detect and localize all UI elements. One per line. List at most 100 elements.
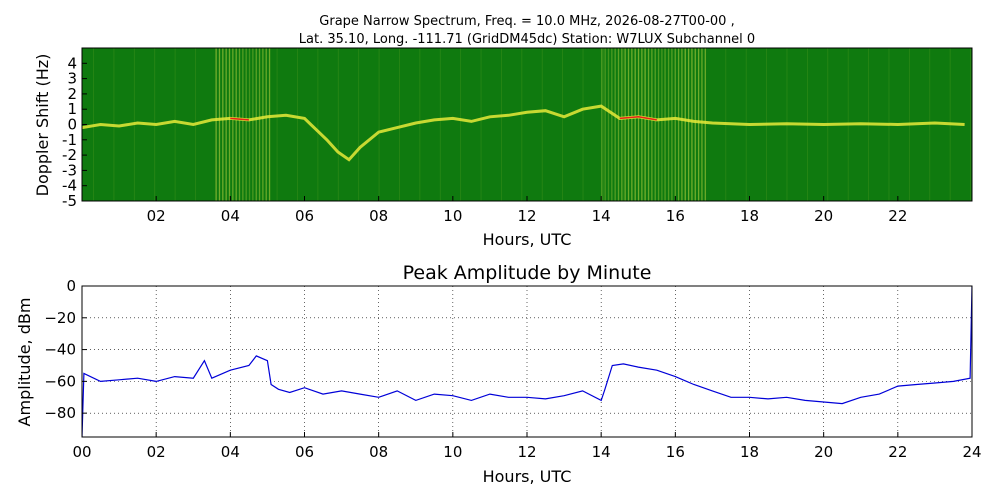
spectrum-x-tick-label: 08	[369, 207, 388, 225]
noise-streak	[684, 48, 686, 201]
interference-streak	[265, 48, 267, 201]
amplitude-title: Peak Amplitude by Minute	[403, 262, 652, 284]
interference-streak	[671, 48, 673, 201]
spectrum-y-tick-label: 3	[67, 70, 77, 88]
noise-streak	[501, 48, 502, 201]
spectrum-x-tick-label: 14	[592, 207, 611, 225]
noise-streak	[582, 48, 584, 201]
noise-streak	[419, 48, 421, 201]
interference-streak	[245, 48, 247, 201]
amplitude-y-tick-label: −20	[44, 309, 76, 327]
interference-streak	[667, 48, 670, 201]
interference-streak	[627, 48, 630, 201]
interference-streak	[258, 48, 261, 201]
spectrum-x-tick-label: 16	[666, 207, 685, 225]
noise-streak	[378, 48, 380, 201]
spectrum-x-tick-label: 04	[221, 207, 240, 225]
interference-streak	[228, 48, 231, 201]
interference-streak	[647, 48, 650, 201]
interference-streak	[235, 48, 237, 201]
interference-streak	[697, 48, 700, 201]
amplitude-x-tick-label: 22	[888, 443, 907, 461]
amplitude-x-tick-label: 12	[517, 443, 536, 461]
interference-streak	[657, 48, 660, 201]
spectrum-y-tick-label: 0	[67, 116, 77, 134]
amplitude-y-tick-label: −40	[44, 341, 76, 359]
interference-streak	[614, 48, 616, 201]
interference-streak	[677, 48, 680, 201]
interference-streak	[684, 48, 686, 201]
noise-streak	[174, 48, 176, 201]
doppler-peak-trace	[619, 116, 657, 121]
noise-streak	[521, 48, 523, 201]
interference-streak	[637, 48, 640, 201]
spectrum-x-tick-label: 02	[147, 207, 166, 225]
interference-streak	[621, 48, 623, 201]
amplitude-x-tick-label: 14	[592, 443, 611, 461]
interference-streak	[664, 48, 666, 201]
spectrum-y-tick-label: -2	[62, 146, 77, 164]
interference-streak	[704, 48, 706, 201]
interference-streak	[222, 48, 224, 201]
spectrum-y-tick-label: 4	[67, 54, 77, 72]
amplitude-y-axis-label: Amplitude, dBm	[15, 298, 34, 427]
interference-streak	[661, 48, 663, 201]
noise-streak	[541, 48, 543, 201]
amplitude-x-tick-label: 00	[72, 443, 91, 461]
interference-streak	[248, 48, 251, 201]
spectrum-y-tick-label: -5	[62, 192, 77, 210]
amplitude-x-tick-label: 10	[443, 443, 462, 461]
spectrum-y-tick-label: -4	[62, 177, 77, 195]
amplitude-x-tick-label: 24	[962, 443, 981, 461]
amplitude-x-tick-label: 20	[814, 443, 833, 461]
amplitude-plot-area	[82, 286, 972, 437]
noise-streak	[643, 48, 645, 201]
amplitude-x-tick-label: 06	[295, 443, 314, 461]
spectrum-y-tick-label: 2	[67, 85, 77, 103]
amplitude-y-tick-label: −80	[44, 404, 76, 422]
interference-streak	[215, 48, 217, 201]
interference-streak	[617, 48, 620, 201]
noise-streak	[337, 48, 339, 201]
spectrum-y-axis-label: Doppler Shift (Hz)	[33, 54, 52, 197]
noise-streak	[705, 48, 706, 201]
noise-streak	[603, 48, 604, 201]
interference-streak	[218, 48, 221, 201]
interference-streak	[694, 48, 696, 201]
noise-streak	[317, 48, 319, 201]
spectrum-x-axis-label: Hours, UTC	[483, 230, 572, 249]
interference-streak	[631, 48, 633, 201]
spectrum-x-tick-label: 22	[888, 207, 907, 225]
noise-streak	[562, 48, 564, 201]
spectrum-title-line1: Grape Narrow Spectrum, Freq. = 10.0 MHz,…	[319, 14, 734, 29]
interference-streak	[641, 48, 643, 201]
noise-streak	[235, 48, 237, 201]
interference-streak	[255, 48, 257, 201]
interference-streak	[238, 48, 241, 201]
interference-streak	[604, 48, 606, 201]
interference-streak	[681, 48, 683, 201]
spectrum-y-tick-label: 1	[67, 100, 77, 118]
interference-streak	[252, 48, 254, 201]
noise-streak	[215, 48, 217, 201]
interference-streak	[654, 48, 656, 201]
noise-streak	[399, 48, 400, 201]
doppler-peak-trace	[230, 117, 249, 121]
interference-streak	[624, 48, 626, 201]
spectrum-x-tick-label: 20	[814, 207, 833, 225]
noise-streak	[970, 48, 971, 201]
noise-streak	[623, 48, 625, 201]
interference-streak	[607, 48, 610, 201]
interference-streak	[268, 48, 271, 201]
interference-streak	[674, 48, 676, 201]
noise-streak	[664, 48, 666, 201]
interference-streak	[691, 48, 693, 201]
spectrum-x-tick-label: 18	[740, 207, 759, 225]
amplitude-series-line	[82, 286, 972, 437]
amplitude-x-tick-label: 08	[369, 443, 388, 461]
interference-streak	[611, 48, 613, 201]
noise-streak	[297, 48, 298, 201]
noise-streak	[460, 48, 462, 201]
noise-streak	[480, 48, 482, 201]
